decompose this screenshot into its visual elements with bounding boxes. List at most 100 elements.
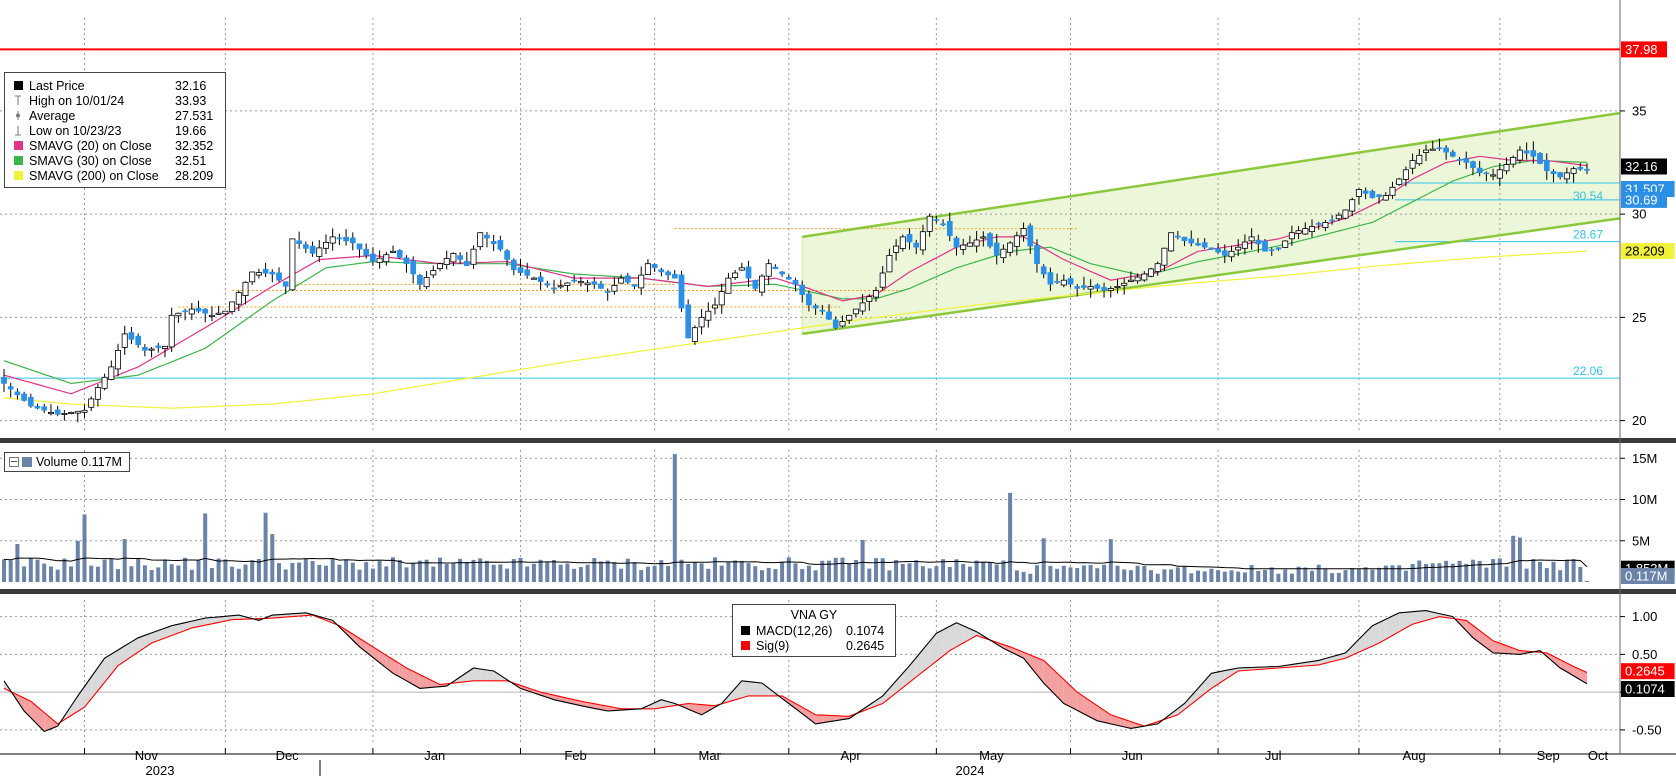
volume-bar [1578,567,1582,582]
volume-bar [136,558,140,582]
down-candle [8,387,13,390]
volume-bar [411,563,415,582]
volume-bar [109,559,113,582]
volume-bar [626,559,630,582]
volume-bar [1370,570,1374,582]
up-candle [69,412,74,413]
red-square-icon [738,641,752,650]
sma200-line [4,251,1587,408]
macd-value-tag: 0.2645 [1625,664,1665,679]
volume-bar [565,564,569,583]
down-candle [1330,220,1335,221]
down-candle [1095,285,1100,289]
up-candle [645,264,650,275]
volume-bar [364,562,368,582]
down-candle [1189,239,1194,243]
down-candle [1464,158,1469,162]
down-candle [203,309,208,313]
down-candle [270,272,275,274]
price-legend-label: Last Price [29,79,175,93]
up-candle [894,246,899,252]
month-label: Aug [1402,748,1425,763]
up-candle [1504,165,1509,171]
down-candle [518,268,523,273]
down-candle [1531,151,1536,157]
volume-bar [371,569,375,582]
down-candle [156,346,161,348]
down-candle [498,240,503,249]
up-candle [1229,251,1234,256]
volume-bar [170,564,174,582]
high-marker-icon [11,95,25,106]
volume-bar [646,567,650,582]
month-label: Jan [424,748,445,763]
down-candle [793,280,798,284]
up-candle [290,239,295,290]
volume-bar [948,567,952,582]
up-candle [451,253,456,262]
down-candle [263,269,268,273]
up-candle [115,350,120,369]
volume-bar [867,569,871,582]
down-candle [773,267,778,269]
volume-bar [995,565,999,583]
volume-bar [841,558,845,582]
up-candle [692,328,697,342]
volume-bar [223,559,227,582]
up-candle [1356,189,1361,196]
down-candle [1262,241,1267,251]
down-candle [679,275,684,308]
down-candle [22,394,27,401]
down-candle [572,280,577,281]
volume-bar [988,562,992,582]
down-candle [666,272,671,275]
up-candle [82,410,87,412]
level-label: 28.67 [1573,228,1603,242]
collapse-icon[interactable] [9,457,19,467]
volume-bar [1250,565,1254,582]
down-candle [605,291,610,292]
volume-bar [1350,568,1354,582]
volume-bar [36,560,40,582]
down-candle [411,261,416,274]
volume-bar [1109,539,1113,582]
volume-swatch-icon [22,457,32,467]
volume-bar [740,561,744,582]
down-candle [1075,287,1080,289]
volume-bar [1478,561,1482,582]
down-candle [1370,191,1375,198]
volume-bar [579,567,583,582]
down-candle [484,235,489,238]
up-candle [1383,196,1388,201]
down-candle [1484,173,1489,174]
volume-bar [753,566,757,582]
year-label: 2023 [146,763,175,778]
down-candle [42,407,47,411]
volume-bar [961,564,965,582]
macd-value-tag: 0.1074 [1625,682,1665,697]
volume-bar [1008,493,1012,582]
volume-bar [1089,565,1093,582]
up-candle [424,278,429,287]
month-label: May [979,748,1004,763]
trend-channel-fill [802,113,1620,334]
volume-bar [1236,572,1240,582]
month-label: Apr [840,748,861,763]
volume-bar [49,567,53,583]
volume-bar [861,540,865,582]
volume-bar [1243,573,1247,583]
volume-bar [787,557,791,582]
down-candle [136,336,141,345]
up-candle [431,271,436,275]
down-candle [458,256,463,260]
volume-bar [1417,561,1421,583]
down-candle [1202,243,1207,248]
up-candle [471,249,476,264]
price-legend-label: SMAVG (200) on Close [29,169,175,183]
up-candle [75,411,80,413]
volume-bar [277,563,281,582]
down-candle [545,284,550,286]
price-legend-label: High on 10/01/24 [29,94,175,108]
up-candle [1088,286,1093,289]
